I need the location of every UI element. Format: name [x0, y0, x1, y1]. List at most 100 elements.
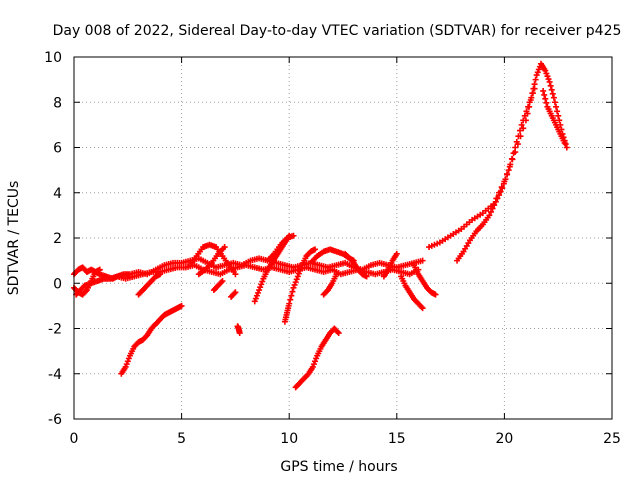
data-point [232, 271, 239, 278]
x-tick-label: 10 [280, 431, 298, 447]
x-axis-label: GPS time / hours [280, 459, 397, 475]
data-point [291, 281, 298, 288]
x-tick-label: 0 [70, 431, 79, 447]
y-axis-label: SDTVAR / TECUs [6, 181, 22, 296]
x-tick-label: 5 [177, 431, 186, 447]
data-point [520, 117, 527, 124]
data-point [554, 108, 561, 115]
data-point [122, 363, 129, 370]
data-point [231, 290, 238, 297]
data-point [541, 91, 548, 98]
data-point [221, 244, 228, 251]
data-point [551, 99, 558, 106]
data-point [508, 155, 515, 162]
data-point [556, 117, 563, 124]
tick-labels: 0 5 10 15 20 25 -6 -4 -2 0 2 4 6 8 10 [44, 50, 621, 447]
data-point [542, 95, 549, 102]
data-point [293, 276, 300, 283]
data-point [523, 108, 530, 115]
data-point [543, 99, 550, 106]
data-point [419, 305, 426, 312]
data-point [526, 99, 533, 106]
data-point [298, 264, 305, 271]
data-point [252, 295, 259, 302]
data-points [71, 60, 570, 391]
data-point [550, 94, 557, 101]
data-point [125, 355, 132, 362]
data-point [232, 289, 239, 296]
data-point [334, 328, 341, 335]
y-tick-label: 2 [53, 231, 62, 247]
y-tick-label: 4 [53, 186, 62, 202]
data-point [254, 289, 261, 296]
data-point [313, 355, 320, 362]
data-point [419, 257, 426, 264]
y-tick-label: 10 [44, 50, 62, 66]
data-point [236, 330, 243, 337]
data-point [517, 127, 524, 134]
data-point [178, 302, 185, 309]
data-point [542, 67, 549, 74]
data-point [540, 87, 547, 94]
data-point [529, 90, 536, 97]
data-point [432, 291, 439, 298]
y-tick-label: -2 [48, 322, 62, 338]
data-point [525, 103, 532, 110]
data-point [289, 288, 296, 295]
x-tick-label: 20 [495, 431, 513, 447]
data-point [96, 266, 103, 273]
data-point [312, 246, 319, 253]
data-point [253, 292, 260, 299]
data-point [562, 141, 569, 148]
data-point [504, 171, 511, 178]
data-point [563, 144, 570, 151]
data-point [258, 281, 265, 288]
data-point [309, 363, 316, 370]
data-point [547, 82, 554, 89]
data-point [533, 72, 540, 79]
y-tick-label: -6 [48, 412, 62, 428]
data-point [292, 279, 299, 286]
data-point [287, 296, 294, 303]
data-point [553, 103, 560, 110]
data-point [515, 133, 522, 140]
data-point [513, 138, 520, 145]
data-point [545, 76, 552, 83]
y-tick-label: 0 [53, 276, 62, 292]
axes [73, 56, 613, 420]
data-point [528, 94, 535, 101]
data-point [512, 144, 519, 151]
data-point [418, 304, 425, 311]
data-point [555, 112, 562, 119]
data-point [496, 192, 503, 199]
data-point [487, 208, 494, 215]
data-point [290, 232, 297, 239]
x-tick-label: 15 [388, 431, 406, 447]
chart-title: Day 008 of 2022, Sidereal Day-to-day VTE… [53, 23, 622, 39]
data-point [497, 188, 504, 195]
data-point [123, 361, 130, 368]
data-point [543, 70, 550, 77]
data-point [257, 284, 264, 291]
data-point [502, 176, 509, 183]
y-tick-label: -4 [48, 367, 62, 383]
y-tick-label: 8 [53, 95, 62, 111]
data-point [333, 271, 340, 278]
data-point [286, 300, 293, 307]
data-point [256, 287, 263, 294]
data-point [535, 66, 542, 73]
data-point [520, 125, 527, 132]
data-point [531, 85, 538, 92]
data-point [500, 180, 507, 187]
data-point [259, 278, 266, 285]
y-tick-label: 6 [53, 141, 62, 157]
data-point [489, 205, 496, 212]
data-point [312, 358, 319, 365]
data-point [499, 185, 506, 192]
data-point [494, 195, 501, 202]
data-point [295, 270, 302, 277]
data-point [393, 250, 400, 257]
data-point [82, 288, 89, 295]
data-point [505, 167, 512, 174]
